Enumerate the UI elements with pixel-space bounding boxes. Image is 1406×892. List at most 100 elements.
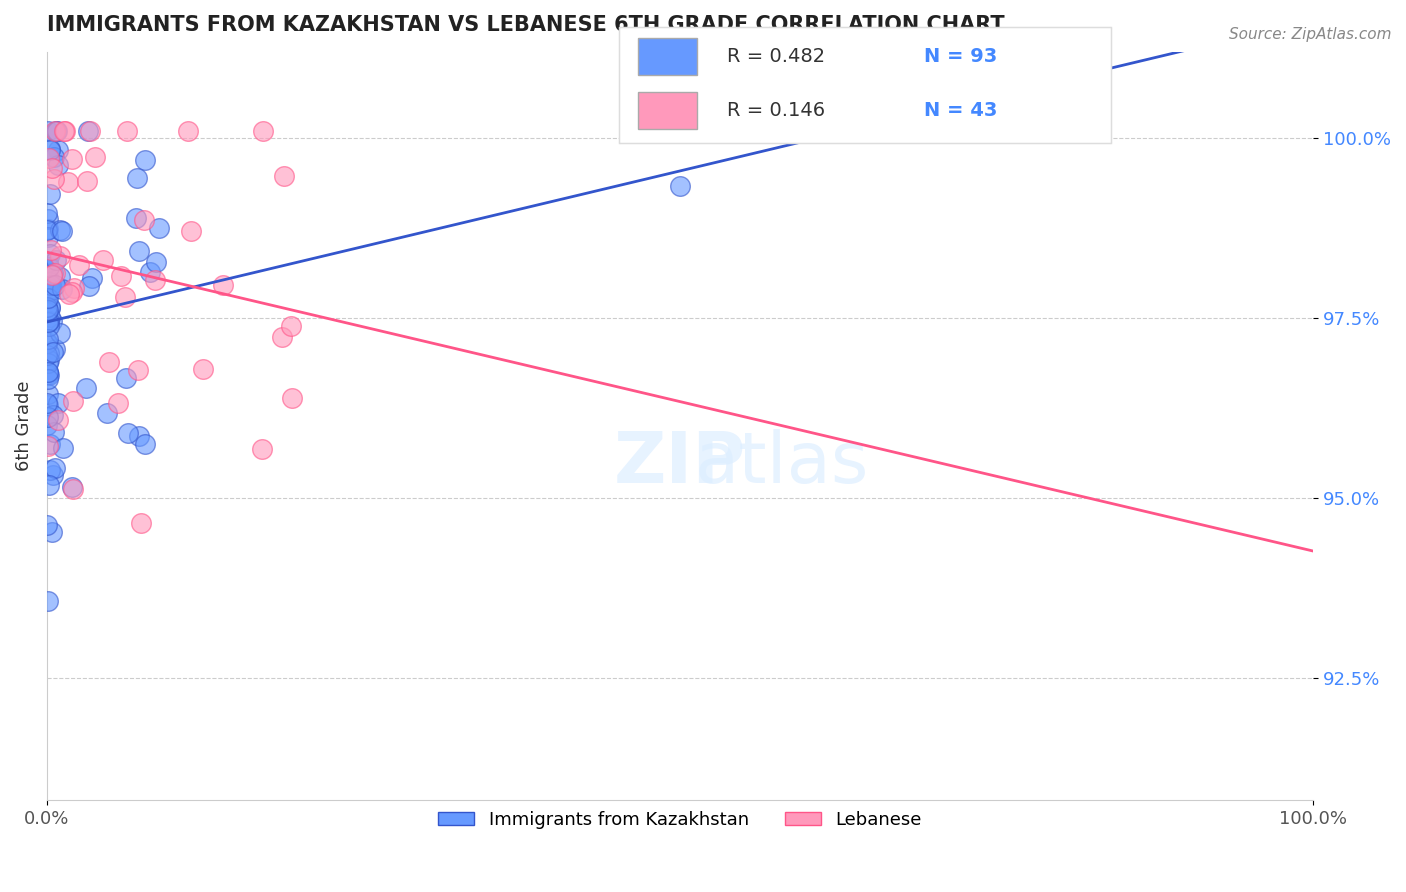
Point xyxy=(46,158,69,172)
Point xyxy=(82,271,104,285)
Point xyxy=(39,247,62,261)
Point xyxy=(38,353,60,368)
Point xyxy=(48,413,70,427)
Point xyxy=(37,417,59,432)
Point xyxy=(38,143,60,157)
Text: atlas: atlas xyxy=(695,429,869,498)
Point xyxy=(42,267,65,281)
Point xyxy=(114,371,136,385)
Point xyxy=(38,313,60,327)
Point xyxy=(42,150,65,164)
Text: IMMIGRANTS FROM KAZAKHSTAN VS LEBANESE 6TH GRADE CORRELATION CHART: IMMIGRANTS FROM KAZAKHSTAN VS LEBANESE 6… xyxy=(46,15,1004,35)
Point xyxy=(37,222,59,236)
Point xyxy=(143,273,166,287)
Point xyxy=(37,593,59,607)
Point xyxy=(117,425,139,440)
Point xyxy=(114,290,136,304)
Point xyxy=(37,395,59,409)
Point xyxy=(115,124,138,138)
Point xyxy=(38,275,60,289)
Point xyxy=(107,396,129,410)
Point xyxy=(139,265,162,279)
Point xyxy=(39,463,62,477)
Point xyxy=(42,344,65,359)
Point xyxy=(35,334,58,349)
Point xyxy=(41,409,63,423)
Point xyxy=(37,206,59,220)
Point xyxy=(37,301,59,316)
Point xyxy=(37,367,59,381)
Point xyxy=(96,406,118,420)
Point xyxy=(280,391,302,405)
Point xyxy=(51,223,73,237)
Text: Source: ZipAtlas.com: Source: ZipAtlas.com xyxy=(1229,27,1392,42)
Point xyxy=(35,301,58,315)
Point xyxy=(91,252,114,267)
Point xyxy=(35,336,58,351)
Point xyxy=(44,342,66,356)
Point xyxy=(45,253,67,268)
Point xyxy=(110,268,132,283)
Point xyxy=(44,278,66,293)
Point xyxy=(41,268,63,282)
Point xyxy=(52,441,75,455)
Point xyxy=(41,161,63,176)
Point xyxy=(37,518,59,533)
Point xyxy=(48,249,70,263)
Point xyxy=(38,368,60,382)
Point xyxy=(134,153,156,168)
Point xyxy=(63,281,86,295)
Point xyxy=(77,278,100,293)
Point xyxy=(37,124,59,138)
Point xyxy=(212,277,235,292)
Point xyxy=(98,355,121,369)
Point xyxy=(67,258,90,272)
Point xyxy=(37,229,59,244)
Text: N = 43: N = 43 xyxy=(924,101,997,120)
Text: R = 0.482: R = 0.482 xyxy=(727,47,825,66)
Point xyxy=(45,124,67,138)
Text: ZIP: ZIP xyxy=(614,429,747,498)
Point xyxy=(60,480,83,494)
Point xyxy=(41,524,63,539)
Point xyxy=(37,356,59,370)
Point xyxy=(37,365,59,379)
Text: N = 93: N = 93 xyxy=(924,47,997,66)
Point xyxy=(273,169,295,183)
Point xyxy=(62,394,84,409)
Point xyxy=(37,398,59,412)
Point xyxy=(37,279,59,293)
Point xyxy=(128,244,150,259)
Point xyxy=(38,282,60,296)
Point xyxy=(37,365,59,379)
Point xyxy=(37,348,59,362)
Point xyxy=(44,266,66,280)
Point xyxy=(77,124,100,138)
Point xyxy=(42,172,65,186)
Point xyxy=(37,291,59,305)
Point xyxy=(38,346,60,360)
Point xyxy=(37,332,59,346)
Point xyxy=(177,124,200,138)
Point xyxy=(129,516,152,530)
Point xyxy=(41,314,63,328)
Legend: Immigrants from Kazakhstan, Lebanese: Immigrants from Kazakhstan, Lebanese xyxy=(432,804,929,836)
Point xyxy=(46,396,69,410)
Point xyxy=(252,124,274,138)
Point xyxy=(252,442,274,456)
Point xyxy=(37,255,59,269)
Point xyxy=(75,382,97,396)
Text: R = 0.146: R = 0.146 xyxy=(727,101,825,120)
Point xyxy=(148,221,170,235)
Point xyxy=(48,326,70,341)
Point xyxy=(44,124,66,138)
Point xyxy=(39,283,62,297)
Point xyxy=(191,362,214,376)
Point xyxy=(60,153,83,167)
Point xyxy=(38,478,60,492)
Point xyxy=(39,301,62,315)
Point xyxy=(37,439,59,453)
Point xyxy=(53,124,76,138)
Point xyxy=(38,318,60,333)
Point xyxy=(35,304,58,318)
